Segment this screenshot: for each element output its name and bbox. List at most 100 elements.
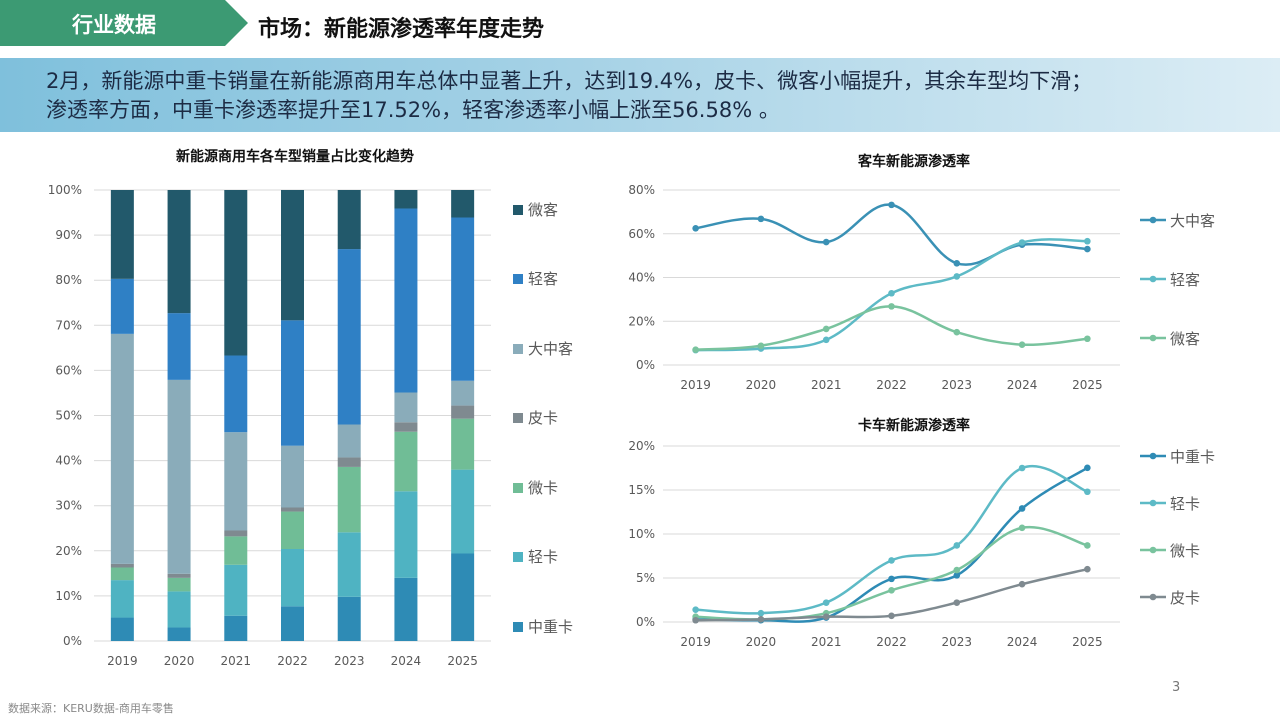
legend-swatch: [513, 483, 523, 493]
legend-marker: [1149, 452, 1157, 460]
summary-line-2: 渗透率方面，中重卡渗透率提升至17.52%，轻客渗透率小幅上涨至56.58% 。: [46, 98, 780, 122]
legend-label: 中重卡: [1170, 448, 1215, 466]
legend-swatch: [513, 413, 523, 423]
y-tick-label: 70%: [55, 318, 82, 332]
bar-segment: [167, 591, 191, 628]
bar-segment: [110, 190, 134, 279]
y-tick-label: 20%: [55, 544, 82, 558]
y-tick-label: 100%: [48, 183, 82, 197]
legend-marker: [1149, 499, 1157, 507]
data-point: [888, 612, 895, 620]
bar-segment: [110, 278, 134, 334]
x-tick-label: 2019: [680, 378, 711, 392]
data-point: [953, 273, 961, 280]
legend-swatch: [513, 205, 523, 215]
bus-chart-title: 客车新能源渗透率: [858, 154, 970, 170]
bar-segment: [167, 627, 191, 641]
data-point: [822, 238, 830, 246]
y-tick-label: 40%: [55, 454, 82, 468]
data-source: 数据来源：KERU数据-商用车零售: [8, 702, 174, 715]
bar-segment: [167, 190, 191, 314]
y-tick-label: 0%: [636, 615, 655, 629]
bar-segment: [224, 432, 248, 531]
data-point: [888, 587, 895, 594]
x-tick-label: 2021: [221, 654, 252, 668]
x-tick-label: 2019: [107, 654, 138, 668]
section-tag-label: 行业数据: [72, 13, 156, 37]
x-tick-label: 2024: [1007, 378, 1038, 392]
bar-segment: [451, 469, 475, 554]
summary-banner: 2月，新能源中重卡销量在新能源商用车总体中显著上升，达到19.4%，皮卡、微客小…: [0, 58, 1280, 132]
y-tick-label: 5%: [636, 571, 655, 585]
y-tick-label: 90%: [55, 228, 82, 242]
bar-segment: [451, 418, 475, 470]
data-point: [953, 542, 961, 549]
bar-segment: [394, 491, 418, 578]
data-point: [692, 616, 699, 624]
section-tag: [0, 0, 248, 46]
series-line: [695, 305, 1088, 351]
legend-marker: [1149, 593, 1157, 601]
bar-segment: [337, 457, 361, 467]
data-point: [888, 557, 895, 564]
x-tick-label: 2022: [876, 378, 907, 392]
summary-text: 2月，新能源中重卡销量在新能源商用车总体中显著上升，达到19.4%，皮卡、微客小…: [46, 67, 1266, 125]
y-tick-label: 10%: [55, 589, 82, 603]
y-tick-label: 80%: [55, 273, 82, 287]
legend-marker: [1149, 546, 1157, 554]
data-point: [1084, 488, 1091, 496]
data-point: [822, 336, 830, 344]
bar-segment: [167, 577, 191, 592]
y-tick-label: 40%: [628, 271, 655, 285]
x-tick-label: 2020: [746, 635, 777, 649]
x-tick-label: 2023: [942, 635, 973, 649]
legend-label: 轻客: [1170, 271, 1200, 289]
x-tick-label: 2021: [811, 635, 842, 649]
bar-segment: [281, 445, 304, 508]
truck-chart-title: 卡车新能源渗透率: [858, 418, 970, 434]
bar-segment: [394, 208, 418, 393]
data-point: [953, 328, 961, 336]
data-point: [757, 609, 765, 617]
x-tick-label: 2025: [1072, 635, 1103, 649]
bar-segment: [110, 617, 134, 641]
data-point: [822, 599, 830, 606]
bar-segment: [281, 190, 304, 321]
bar-segment: [167, 573, 191, 578]
x-tick-label: 2025: [447, 654, 478, 668]
data-point: [1084, 245, 1091, 253]
bar-segment: [451, 553, 475, 641]
legend-marker: [1149, 216, 1157, 224]
y-tick-label: 60%: [628, 227, 655, 241]
x-tick-label: 2025: [1072, 378, 1103, 392]
x-tick-label: 2020: [746, 378, 777, 392]
bar-segment: [281, 548, 304, 607]
legend-label: 微卡: [528, 479, 558, 497]
legend-label: 中重卡: [528, 618, 573, 636]
legend-swatch: [513, 274, 523, 284]
data-point: [1084, 335, 1091, 343]
bar-segment: [451, 405, 475, 419]
y-tick-label: 20%: [628, 314, 655, 328]
legend-label: 大中客: [1170, 212, 1215, 230]
bar-segment: [224, 536, 248, 565]
data-point: [1018, 580, 1026, 588]
data-point: [953, 599, 961, 606]
data-point: [757, 616, 765, 623]
bar-segment: [337, 249, 361, 425]
data-point: [953, 572, 961, 579]
x-tick-label: 2020: [164, 654, 195, 668]
data-point: [1018, 464, 1026, 472]
bar-segment: [110, 580, 134, 618]
bar-segment: [281, 320, 304, 446]
series-line: [695, 525, 1088, 621]
bar-segment: [394, 431, 418, 492]
bar-segment: [337, 424, 361, 458]
x-tick-label: 2021: [811, 378, 842, 392]
data-point: [888, 201, 895, 209]
y-tick-label: 60%: [55, 363, 82, 377]
legend-label: 微客: [1170, 330, 1200, 348]
data-point: [953, 566, 961, 574]
bar-segment: [451, 217, 475, 381]
legend-marker: [1149, 275, 1157, 283]
